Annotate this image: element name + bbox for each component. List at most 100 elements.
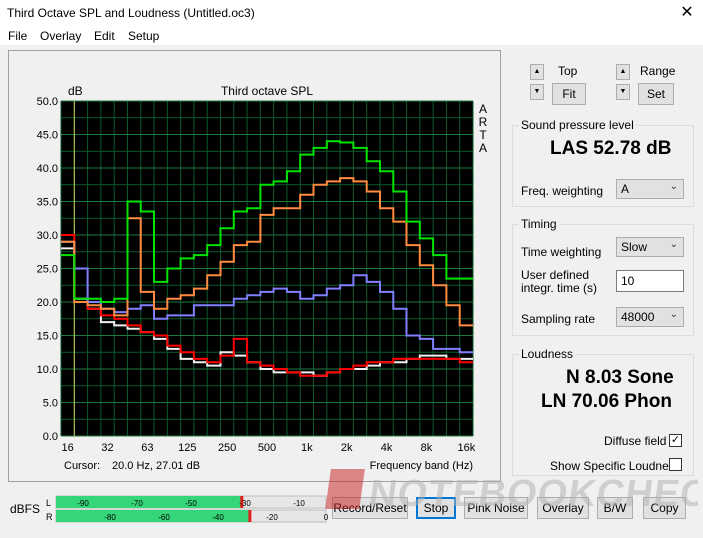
x-tick-label: 16 xyxy=(62,442,74,454)
sampling-rate-select[interactable]: 48000 ⌄ xyxy=(616,307,684,327)
x-tick-label: 8k xyxy=(421,442,433,454)
menu-edit[interactable]: Edit xyxy=(94,29,115,43)
y-tick-label: 10.0 xyxy=(37,364,58,376)
time-weighting-select[interactable]: Slow ⌄ xyxy=(616,237,684,257)
left-meter-tick-label: -90 xyxy=(77,499,89,508)
sone-value: N 8.03 Sone xyxy=(566,367,674,388)
close-icon[interactable]: ✕ xyxy=(680,4,694,21)
top-up-button[interactable]: ▲ xyxy=(530,64,544,80)
chevron-down-icon: ⌄ xyxy=(669,239,678,250)
integr-time-label-2: integr. time (s) xyxy=(521,281,598,295)
sampling-rate-value: 48000 xyxy=(621,310,655,324)
right-meter-channel-label: R xyxy=(46,512,53,522)
phon-value: LN 70.06 Phon xyxy=(541,391,672,412)
y-tick-label: 50.0 xyxy=(37,96,58,108)
top-label: Top xyxy=(558,64,578,78)
overlay-button[interactable]: Overlay xyxy=(537,497,589,519)
x-tick-label: 63 xyxy=(141,442,153,454)
y-unit-label: dB xyxy=(68,84,83,98)
fit-button[interactable]: Fit xyxy=(552,83,586,105)
y-tick-label: 45.0 xyxy=(37,130,58,142)
range-down-button[interactable]: ▼ xyxy=(616,84,630,100)
right-meter-peak xyxy=(248,510,252,522)
right-meter-fill xyxy=(56,510,251,522)
time-weighting-label: Time weighting xyxy=(521,245,602,259)
timing-group: Timing xyxy=(512,217,694,336)
window-title: Third Octave SPL and Loudness (Untitled.… xyxy=(7,6,255,20)
time-weighting-value: Slow xyxy=(621,240,648,254)
chevron-down-icon: ⌄ xyxy=(669,181,678,192)
pink-noise-button[interactable]: Pink Noise xyxy=(464,497,528,519)
right-meter-tick-label: 0 xyxy=(324,513,328,522)
x-tick-label: 2k xyxy=(341,442,353,454)
spl-group-title: Sound pressure level xyxy=(519,118,636,132)
record-reset-button[interactable]: Record/Reset xyxy=(332,497,408,519)
integr-time-value: 10 xyxy=(621,274,635,288)
timing-group-title: Timing xyxy=(519,217,559,231)
x-tick-label: 500 xyxy=(258,442,276,454)
right-meter-tick-label: -60 xyxy=(158,513,170,522)
left-meter-channel-label: L xyxy=(46,498,51,508)
cursor-value: 20.0 Hz, 27.01 dB xyxy=(112,460,200,472)
y-tick-label: 0.0 xyxy=(43,431,58,443)
chart-area[interactable]: 0.0 5.0 10.0 15.0 20.0 25.0 30.0 35.0 40.0 45.0 50… xyxy=(12,54,497,478)
x-tick-label: 125 xyxy=(178,442,196,454)
spl-chart[interactable]: 0.0 5.0 10.0 15.0 20.0 25.0 30.0 35.0 40.0 45.0 50… xyxy=(12,54,497,478)
series-line xyxy=(61,140,473,303)
left-meter-peak xyxy=(240,496,244,508)
top-down-button[interactable]: ▼ xyxy=(530,84,544,100)
x-tick-label: 4k xyxy=(381,442,393,454)
menu-setup[interactable]: Setup xyxy=(128,29,160,43)
diffuse-field-label: Diffuse field xyxy=(604,434,667,448)
x-tick-label: 1k xyxy=(301,442,313,454)
y-tick-label: 40.0 xyxy=(37,163,58,175)
sampling-rate-label: Sampling rate xyxy=(521,312,596,326)
loudness-group-title: Loudness xyxy=(519,347,576,361)
frequency-band-label: Frequency band (Hz) xyxy=(370,460,473,472)
menu-overlay[interactable]: Overlay xyxy=(40,29,82,43)
y-tick-label: 30.0 xyxy=(37,230,58,242)
right-meter-tick-label: -80 xyxy=(104,513,116,522)
cursor-label: Cursor: xyxy=(64,460,100,472)
y-tick-label: 25.0 xyxy=(37,264,58,276)
menu-bar: File Overlay Edit Setup xyxy=(0,26,703,46)
arta-letter: A xyxy=(479,102,487,116)
left-meter-tick-label: -50 xyxy=(185,499,197,508)
level-meter: L -90 -70 -50 -30 -10 R -80 -60 -40 -20 0 xyxy=(46,495,328,523)
freq-weighting-value: A xyxy=(621,182,630,196)
menu-file[interactable]: File xyxy=(8,29,28,43)
chart-panel: 0.0 5.0 10.0 15.0 20.0 25.0 30.0 35.0 40.0 45.0 50… xyxy=(8,50,501,482)
left-meter-tick-label: -10 xyxy=(293,499,305,508)
left-meter-fill xyxy=(56,496,243,508)
chart-title: Third octave SPL xyxy=(221,84,313,98)
check-icon: ✓ xyxy=(670,434,681,446)
loudness-group: Loudness xyxy=(512,347,694,476)
freq-weighting-select[interactable]: A ⌄ xyxy=(616,179,684,199)
stop-button[interactable]: Stop xyxy=(416,497,456,519)
copy-button[interactable]: Copy xyxy=(643,497,686,519)
x-tick-label: 16k xyxy=(457,442,475,454)
left-meter-tick-label: -30 xyxy=(239,499,251,508)
integr-time-input[interactable]: 10 xyxy=(616,270,684,292)
dbfs-label: dBFS xyxy=(10,502,41,516)
bw-button[interactable]: B/W xyxy=(597,497,633,519)
x-tick-label: 32 xyxy=(101,442,113,454)
arta-letter: A xyxy=(479,141,487,155)
arta-letter: R xyxy=(479,115,488,129)
left-meter-tick-label: -70 xyxy=(131,499,143,508)
specific-loudness-checkbox[interactable] xyxy=(669,458,682,471)
title-bar: Third Octave SPL and Loudness (Untitled.… xyxy=(0,0,703,26)
y-tick-label: 20.0 xyxy=(37,297,58,309)
set-button[interactable]: Set xyxy=(638,83,674,105)
specific-loudness-label: Show Specific Loudness xyxy=(550,459,681,473)
right-meter-tick-label: -20 xyxy=(266,513,278,522)
spl-group: Sound pressure level xyxy=(512,118,694,207)
las-value: LAS 52.78 dB xyxy=(550,138,672,159)
freq-weighting-label: Freq. weighting xyxy=(521,184,604,198)
diffuse-field-checkbox[interactable]: ✓ xyxy=(669,434,682,447)
y-tick-label: 35.0 xyxy=(37,197,58,209)
chevron-down-icon: ⌄ xyxy=(669,309,678,320)
range-label: Range xyxy=(640,64,676,78)
range-up-button[interactable]: ▲ xyxy=(616,64,630,80)
x-tick-label: 250 xyxy=(218,442,236,454)
